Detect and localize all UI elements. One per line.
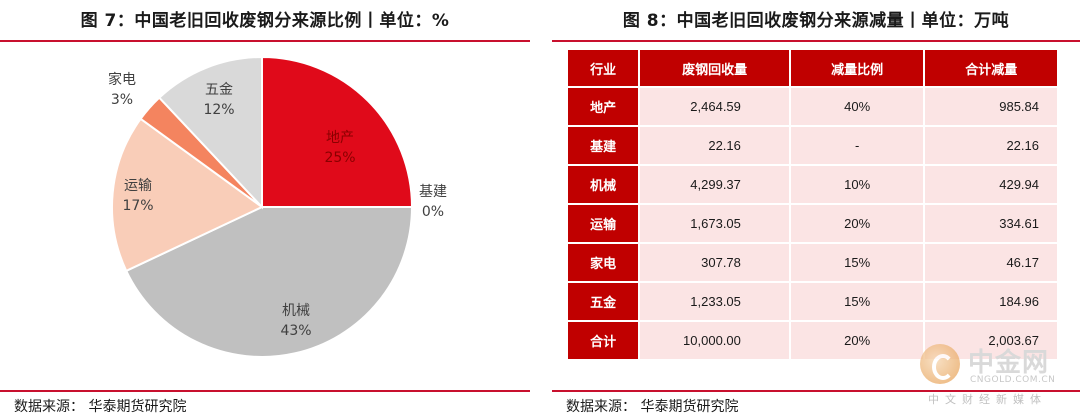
table-row: 家电 307.78 15% 46.17 — [568, 244, 1057, 281]
pie-label-name: 地产 — [326, 130, 354, 146]
row-label: 运输 — [568, 205, 639, 242]
table-row: 五金 1,233.05 15% 184.96 — [568, 283, 1057, 320]
table-header-row: 行业 废钢回收量 减量比例 合计减量 — [568, 50, 1057, 86]
pie-label-value: 0% — [422, 204, 444, 220]
cell-recovered: 22.16 — [640, 127, 789, 164]
bottom-divider — [552, 390, 1080, 392]
pie-label-name: 机械 — [282, 303, 310, 319]
watermark: 中金网 CNGOLD.COM.CN 中文财经新媒体 — [918, 340, 1078, 410]
cell-recovered: 2,464.59 — [640, 88, 789, 125]
cell-recovered: 307.78 — [640, 244, 789, 281]
cell-ratio: 20% — [790, 322, 924, 359]
cell-recovered: 1,233.05 — [640, 283, 789, 320]
cell-ratio: 10% — [790, 166, 924, 203]
cell-ratio: 20% — [790, 205, 924, 242]
row-label: 基建 — [568, 127, 639, 164]
pie-slice-3 — [111, 117, 264, 273]
table-row: 基建 22.16 - 22.16 — [568, 127, 1057, 164]
column-header: 减量比例 — [790, 50, 924, 86]
pie-slice-0 — [261, 55, 414, 208]
pie-label-name: 运输 — [124, 178, 152, 194]
cell-ratio: 40% — [790, 88, 924, 125]
cell-recovered: 10,000.00 — [640, 322, 789, 359]
bottom-divider — [0, 390, 530, 392]
watermark-subtitle: 中文财经新媒体 — [928, 393, 1047, 406]
pie-label-value: 25% — [324, 150, 355, 166]
pie-label-name: 家电 — [108, 71, 136, 88]
watermark-url: CNGOLD.COM.CN — [970, 375, 1056, 385]
pie-chart-source: 数据来源： 华泰期货研究院 — [14, 399, 187, 415]
cell-reduction: 985.84 — [925, 88, 1057, 125]
column-header: 行业 — [568, 50, 639, 86]
cell-ratio: - — [790, 127, 924, 164]
pie-label-value: 43% — [280, 323, 311, 339]
pie-slice-5 — [157, 55, 263, 210]
cell-reduction: 46.17 — [925, 244, 1057, 281]
row-label: 家电 — [568, 244, 639, 281]
cell-recovered: 4,299.37 — [640, 166, 789, 203]
cell-recovered: 1,673.05 — [640, 205, 789, 242]
cell-ratio: 15% — [790, 244, 924, 281]
top-divider — [0, 40, 530, 42]
table-title: 图 8：中国老旧回收废钢分来源减量丨单位：万吨 — [622, 11, 1010, 31]
table-row: 机械 4,299.37 10% 429.94 — [568, 166, 1057, 203]
reduction-table: 行业 废钢回收量 减量比例 合计减量 地产 2,464.59 40% 985.8… — [566, 48, 1059, 361]
row-label: 机械 — [568, 166, 639, 203]
table-source: 数据来源： 华泰期货研究院 — [566, 399, 739, 415]
pie-label-value: 17% — [122, 198, 153, 214]
pie-slice-2 — [124, 206, 414, 358]
pie-label-name: 基建 — [419, 183, 447, 200]
cell-reduction: 184.96 — [925, 283, 1057, 320]
pie-chart-panel: 图 7：中国老旧回收废钢分来源比例丨单位：% 地产 25% 基建 0% 机械 43% 运输 1… — [0, 0, 530, 417]
table-row: 运输 1,673.05 20% 334.61 — [568, 205, 1057, 242]
row-label: 五金 — [568, 283, 639, 320]
column-header: 合计减量 — [925, 50, 1057, 86]
watermark-name: 中金网 — [968, 348, 1050, 378]
pie-chart-title: 图 7：中国老旧回收废钢分来源比例丨单位：% — [80, 11, 450, 31]
table-row: 地产 2,464.59 40% 985.84 — [568, 88, 1057, 125]
cell-reduction: 334.61 — [925, 205, 1057, 242]
cell-reduction: 22.16 — [925, 127, 1057, 164]
pie-label-value: 3% — [111, 92, 133, 108]
pie-label-value: 12% — [203, 102, 234, 118]
cell-ratio: 15% — [790, 283, 924, 320]
pie-label-name: 五金 — [205, 82, 233, 98]
table-panel: 图 8：中国老旧回收废钢分来源减量丨单位：万吨 行业 废钢回收量 减量比例 合计… — [552, 0, 1080, 417]
row-label: 地产 — [568, 88, 639, 125]
pie-chart: 地产 25% 基建 0% 机械 43% 运输 17% 家电 3% 五金 12% — [108, 55, 447, 358]
cngold-logo-icon — [920, 344, 960, 384]
column-header: 废钢回收量 — [640, 50, 789, 86]
cell-reduction: 429.94 — [925, 166, 1057, 203]
top-divider — [552, 40, 1080, 42]
row-label: 合计 — [568, 322, 639, 359]
